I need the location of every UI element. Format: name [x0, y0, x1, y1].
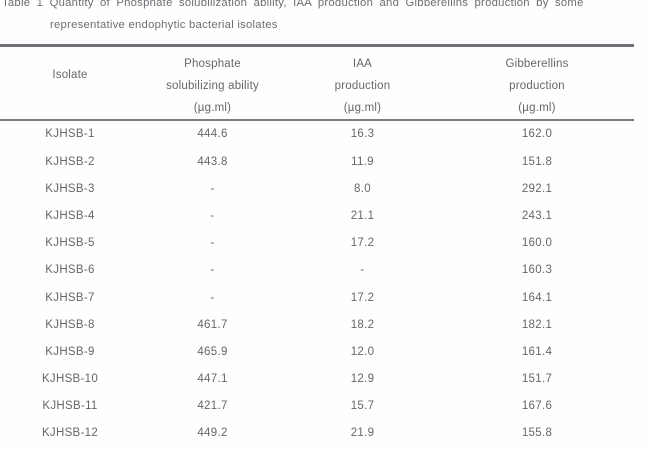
cell-gibberellins: 243.1 — [521, 209, 553, 222]
cell-phosphate: - — [210, 182, 215, 195]
table-row: KJHSB-11 421.7 15.7 167.6 — [0, 393, 634, 420]
table-body: KJHSB-1 444.6 16.3 162.0 KJHSB-2 443.8 1… — [0, 121, 650, 450]
cell-isolate: KJHSB-4 — [45, 209, 95, 222]
cell-gibberellins: 167.6 — [521, 400, 553, 413]
cell-iaa: 21.9 — [350, 427, 375, 440]
header-iaa-label-2: production — [334, 79, 391, 92]
cell-phosphate: - — [210, 237, 215, 250]
table-row: KJHSB-4 - 21.1 243.1 — [0, 202, 634, 229]
cell-iaa: 12.9 — [350, 373, 375, 386]
cell-phosphate: 447.1 — [197, 373, 228, 386]
cell-isolate: KJHSB-1 — [45, 128, 95, 141]
header-gibberellins-label-2: production — [509, 79, 565, 92]
cell-isolate: KJHSB-5 — [45, 237, 95, 250]
header-isolate-label: Isolate — [52, 68, 88, 81]
header-separator-rule — [0, 118, 634, 121]
header-iaa-label-1: IAA — [352, 57, 373, 70]
cell-iaa: 18.2 — [350, 318, 375, 331]
table-caption: Table 1 Quantity of Phosphate solubiliza… — [0, 0, 644, 36]
table-row: KJHSB-9 465.9 12.0 161.4 — [0, 338, 634, 365]
cell-phosphate: 449.2 — [197, 427, 228, 440]
cell-iaa: - — [360, 264, 365, 277]
header-phosphate-label-1: Phosphate — [184, 57, 241, 70]
table-row: KJHSB-5 - 17.2 160.0 — [0, 230, 634, 257]
table-row: KJHSB-1 444.6 16.3 162.0 — [0, 121, 634, 148]
header-gibberellins-label-1: Gibberellins — [505, 57, 569, 70]
caption-line-2: representative endophytic bacterial isol… — [50, 19, 278, 31]
cell-isolate: KJHSB-12 — [41, 427, 99, 440]
header-iaa-unit: (µg.ml) — [343, 101, 382, 114]
cell-iaa: 17.2 — [350, 237, 375, 250]
table-row: KJHSB-7 - 17.2 164.1 — [0, 284, 634, 311]
cell-gibberellins: 155.8 — [521, 427, 553, 440]
cell-isolate: KJHSB-10 — [41, 373, 99, 386]
cell-gibberellins: 182.1 — [521, 318, 553, 331]
cell-phosphate: - — [210, 209, 215, 222]
cell-isolate: KJHSB-9 — [45, 345, 95, 358]
cell-isolate: KJHSB-6 — [45, 264, 95, 277]
cell-isolate: KJHSB-11 — [42, 400, 98, 413]
header-isolate: Isolate — [0, 47, 140, 119]
cell-phosphate: - — [210, 291, 215, 304]
header-iaa: IAA production (µg.ml) — [285, 47, 440, 119]
table-header-row: Isolate Phosphate solubilizing ability (… — [0, 47, 634, 119]
header-phosphate-unit: (µg.ml) — [193, 101, 232, 114]
cell-phosphate: 465.9 — [197, 345, 228, 358]
cell-phosphate: - — [210, 264, 215, 277]
table-row: KJHSB-6 - - 160.3 — [0, 257, 634, 284]
cell-phosphate: 443.8 — [197, 155, 228, 168]
cell-gibberellins: 160.0 — [521, 237, 553, 250]
table-row: KJHSB-12 449.2 21.9 155.8 — [0, 420, 634, 447]
header-phosphate-label-2: solubilizing ability — [166, 79, 259, 92]
cell-gibberellins: 151.7 — [521, 373, 553, 386]
cell-gibberellins: 161.4 — [521, 345, 553, 358]
header-gibberellins: Gibberellins production (µg.ml) — [440, 47, 634, 119]
cell-gibberellins: 151.8 — [521, 155, 553, 168]
table-top-rule — [0, 44, 634, 47]
cell-isolate: KJHSB-7 — [45, 291, 95, 304]
cell-phosphate: 421.7 — [197, 400, 228, 413]
cell-phosphate: 461.7 — [197, 318, 228, 331]
cell-gibberellins: 162.0 — [521, 128, 553, 141]
cell-iaa: 17.2 — [350, 291, 375, 304]
table-row: KJHSB-3 - 8.0 292.1 — [0, 175, 634, 202]
cell-iaa: 8.0 — [354, 182, 371, 195]
cell-isolate: KJHSB-2 — [45, 155, 95, 168]
cell-phosphate: 444.6 — [197, 128, 228, 141]
cell-gibberellins: 164.1 — [521, 291, 553, 304]
cell-iaa: 11.9 — [351, 155, 374, 168]
cell-gibberellins: 160.3 — [521, 264, 553, 277]
cell-iaa: 15.7 — [350, 400, 375, 413]
header-gibberellins-unit: (µg.ml) — [518, 101, 556, 114]
table-row: KJHSB-8 461.7 18.2 182.1 — [0, 311, 634, 338]
table-row: KJHSB-2 443.8 11.9 151.8 — [0, 148, 634, 175]
table-row: KJHSB-10 447.1 12.9 151.7 — [0, 365, 634, 392]
caption-line-1: Table 1 Quantity of Phosphate solubiliza… — [2, 0, 584, 9]
cell-iaa: 16.3 — [350, 128, 375, 141]
cell-isolate: KJHSB-3 — [45, 182, 95, 195]
cell-iaa: 12.0 — [350, 345, 375, 358]
header-phosphate: Phosphate solubilizing ability (µg.ml) — [140, 47, 285, 119]
cell-gibberellins: 292.1 — [521, 182, 553, 195]
cell-iaa: 21.1 — [350, 209, 375, 222]
cell-isolate: KJHSB-8 — [45, 318, 95, 331]
